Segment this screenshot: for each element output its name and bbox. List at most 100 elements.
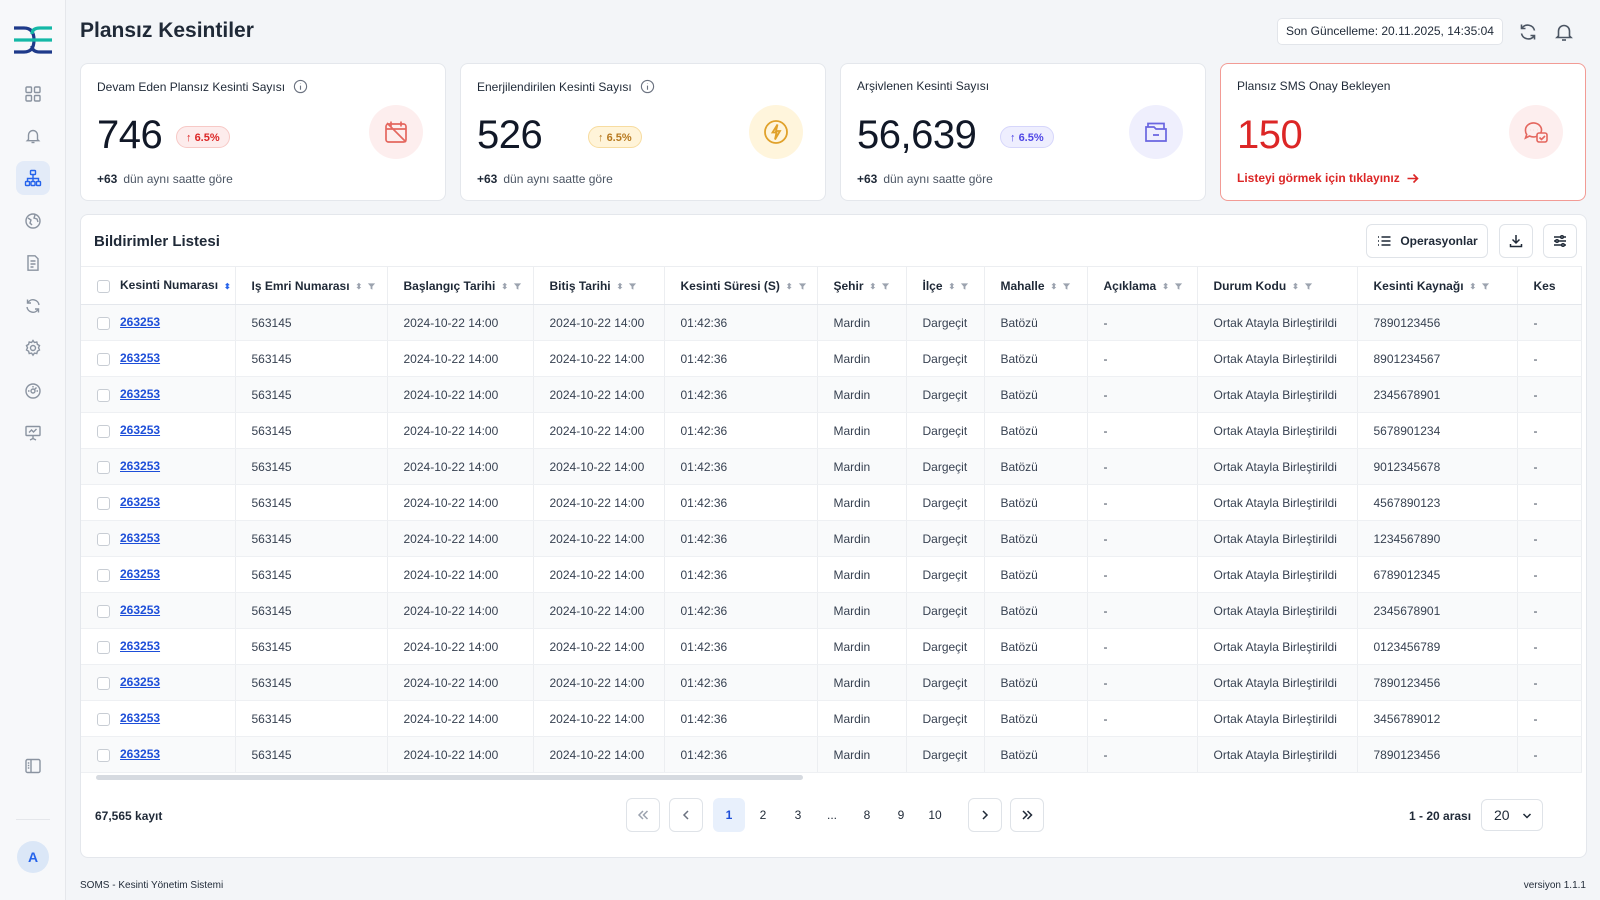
outage-number-link[interactable]: 263253 bbox=[120, 387, 161, 402]
column-header-is-emri-no[interactable]: Iş Emri Numarası ⬍ bbox=[235, 266, 388, 305]
table-row[interactable]: 263253 563145 2024-10-22 14:00 2024-10-22 1… bbox=[81, 484, 1582, 521]
filter-icon[interactable] bbox=[513, 282, 522, 291]
sidebar-item-dashboard[interactable] bbox=[16, 77, 50, 111]
filter-icon[interactable] bbox=[628, 282, 637, 291]
sort-icon[interactable]: ⬍ bbox=[785, 281, 793, 291]
sort-icon[interactable]: ⬍ bbox=[616, 281, 624, 291]
app-logo[interactable] bbox=[12, 24, 54, 56]
cell-kesinti-no[interactable]: 263253 bbox=[81, 520, 236, 557]
cell-kesinti-no[interactable]: 263253 bbox=[81, 556, 236, 593]
column-header-ilce[interactable]: İlçe ⬍ bbox=[906, 266, 985, 305]
column-header-extra[interactable]: Kes bbox=[1517, 266, 1582, 305]
cell-kesinti-no[interactable]: 263253 bbox=[81, 340, 236, 377]
row-checkbox[interactable] bbox=[97, 604, 110, 618]
outage-number-link[interactable]: 263253 bbox=[120, 567, 161, 582]
prev-page-button[interactable] bbox=[669, 798, 703, 832]
sort-icon[interactable]: ⬍ bbox=[1292, 281, 1299, 291]
column-header-mahalle[interactable]: Mahalle ⬍ bbox=[984, 266, 1088, 305]
page-number-button[interactable]: 1 bbox=[713, 798, 745, 832]
sort-icon[interactable]: ⬍ bbox=[1050, 281, 1058, 291]
table-row[interactable]: 263253 563145 2024-10-22 14:00 2024-10-22 1… bbox=[81, 664, 1582, 701]
cell-kesinti-no[interactable]: 263253 bbox=[81, 376, 236, 413]
outage-number-link[interactable]: 263253 bbox=[120, 711, 161, 726]
sort-icon[interactable]: ⬍ bbox=[355, 281, 363, 291]
column-header-bitis[interactable]: Bitiş Tarihi ⬍ bbox=[533, 266, 665, 305]
sidebar-collapse-button[interactable] bbox=[16, 749, 50, 783]
column-header-aciklama[interactable]: Açıklama ⬍ bbox=[1087, 266, 1198, 305]
page-number-button[interactable]: 10 bbox=[928, 808, 942, 822]
outage-number-link[interactable]: 263253 bbox=[120, 351, 161, 366]
column-header-kesinti-no[interactable]: Kesinti Numarası ⬍ bbox=[81, 266, 236, 305]
table-row[interactable]: 263253 563145 2024-10-22 14:00 2024-10-22 1… bbox=[81, 340, 1582, 377]
cell-kesinti-no[interactable]: 263253 bbox=[81, 448, 236, 485]
table-row[interactable]: 263253 563145 2024-10-22 14:00 2024-10-22 1… bbox=[81, 448, 1582, 485]
row-checkbox[interactable] bbox=[97, 388, 110, 402]
sidebar-item-notifications[interactable] bbox=[16, 119, 50, 153]
outage-number-link[interactable]: 263253 bbox=[120, 603, 161, 618]
outage-number-link[interactable]: 263253 bbox=[120, 675, 161, 690]
view-list-link-text[interactable]: Listeyi görmek için tıklayınız bbox=[1237, 171, 1400, 185]
page-number-button[interactable]: 3 bbox=[794, 808, 802, 822]
column-header-baslangic[interactable]: Başlangıç Tarihi ⬍ bbox=[387, 266, 534, 305]
sidebar-item-monitoring[interactable] bbox=[16, 374, 50, 408]
view-list-link[interactable]: Listeyi görmek için tıklayınız bbox=[1237, 171, 1419, 185]
filter-icon[interactable] bbox=[960, 282, 969, 291]
table-row[interactable]: 263253 563145 2024-10-22 14:00 2024-10-22 1… bbox=[81, 628, 1582, 665]
filter-icon[interactable] bbox=[1481, 282, 1490, 291]
column-header-kaynak[interactable]: Kesinti Kaynağı ⬍ bbox=[1357, 266, 1518, 305]
row-checkbox[interactable] bbox=[97, 352, 110, 366]
last-page-button[interactable] bbox=[1010, 798, 1044, 832]
row-checkbox[interactable] bbox=[97, 676, 110, 690]
info-icon[interactable] bbox=[640, 79, 655, 94]
page-number-button[interactable]: 8 bbox=[863, 808, 871, 822]
column-header-durum[interactable]: Durum Kodu ⬍ bbox=[1197, 266, 1358, 305]
page-number-button[interactable]: 9 bbox=[897, 808, 905, 822]
row-checkbox[interactable] bbox=[97, 748, 110, 762]
cell-kesinti-no[interactable]: 263253 bbox=[81, 664, 236, 701]
outage-number-link[interactable]: 263253 bbox=[120, 639, 161, 654]
table-row[interactable]: 263253 563145 2024-10-22 14:00 2024-10-22 1… bbox=[81, 736, 1582, 773]
page-size-select[interactable]: 20 bbox=[1481, 799, 1543, 831]
row-checkbox[interactable] bbox=[97, 424, 110, 438]
first-page-button[interactable] bbox=[626, 798, 660, 832]
sort-icon[interactable]: ⬍ bbox=[1469, 281, 1477, 291]
sidebar-item-documents[interactable] bbox=[16, 246, 50, 280]
filter-icon[interactable] bbox=[1174, 282, 1183, 291]
download-button[interactable] bbox=[1499, 224, 1533, 258]
cell-kesinti-no[interactable]: 263253 bbox=[81, 484, 236, 521]
cell-kesinti-no[interactable]: 263253 bbox=[81, 412, 236, 449]
kpi-card-sms-pending[interactable]: Plansız SMS Onay Bekleyen 150 Listeyi gö… bbox=[1220, 63, 1586, 201]
row-checkbox[interactable] bbox=[97, 568, 110, 582]
sort-icon[interactable]: ⬍ bbox=[224, 281, 231, 291]
outage-number-link[interactable]: 263253 bbox=[120, 315, 161, 330]
refresh-icon[interactable] bbox=[1517, 21, 1539, 43]
row-checkbox[interactable] bbox=[97, 316, 110, 330]
sidebar-item-settings[interactable] bbox=[16, 331, 50, 365]
table-row[interactable]: 263253 563145 2024-10-22 14:00 2024-10-22 1… bbox=[81, 520, 1582, 557]
sort-icon[interactable]: ⬍ bbox=[501, 281, 509, 291]
table-row[interactable]: 263253 563145 2024-10-22 14:00 2024-10-22 1… bbox=[81, 592, 1582, 629]
cell-kesinti-no[interactable]: 263253 bbox=[81, 736, 236, 773]
table-row[interactable]: 263253 563145 2024-10-22 14:00 2024-10-22 1… bbox=[81, 700, 1582, 737]
page-number-button[interactable]: 2 bbox=[759, 808, 767, 822]
filter-icon[interactable] bbox=[798, 282, 807, 291]
cell-kesinti-no[interactable]: 263253 bbox=[81, 304, 236, 341]
row-checkbox[interactable] bbox=[97, 712, 110, 726]
sort-icon[interactable]: ⬍ bbox=[948, 281, 956, 291]
info-icon[interactable] bbox=[293, 79, 308, 94]
outage-number-link[interactable]: 263253 bbox=[120, 495, 161, 510]
cell-kesinti-no[interactable]: 263253 bbox=[81, 628, 236, 665]
sidebar-item-outages[interactable] bbox=[16, 161, 50, 195]
filter-icon[interactable] bbox=[1062, 282, 1071, 291]
user-avatar[interactable]: A bbox=[17, 841, 49, 873]
row-checkbox[interactable] bbox=[97, 460, 110, 474]
outage-number-link[interactable]: 263253 bbox=[120, 531, 161, 546]
column-header-sehir[interactable]: Şehir ⬍ bbox=[817, 266, 907, 305]
sort-icon[interactable]: ⬍ bbox=[1162, 281, 1169, 291]
row-checkbox[interactable] bbox=[97, 496, 110, 510]
cell-kesinti-no[interactable]: 263253 bbox=[81, 592, 236, 629]
select-all-checkbox[interactable] bbox=[97, 279, 110, 293]
outage-number-link[interactable]: 263253 bbox=[120, 459, 161, 474]
filter-icon[interactable] bbox=[367, 282, 376, 291]
next-page-button[interactable] bbox=[968, 798, 1002, 832]
